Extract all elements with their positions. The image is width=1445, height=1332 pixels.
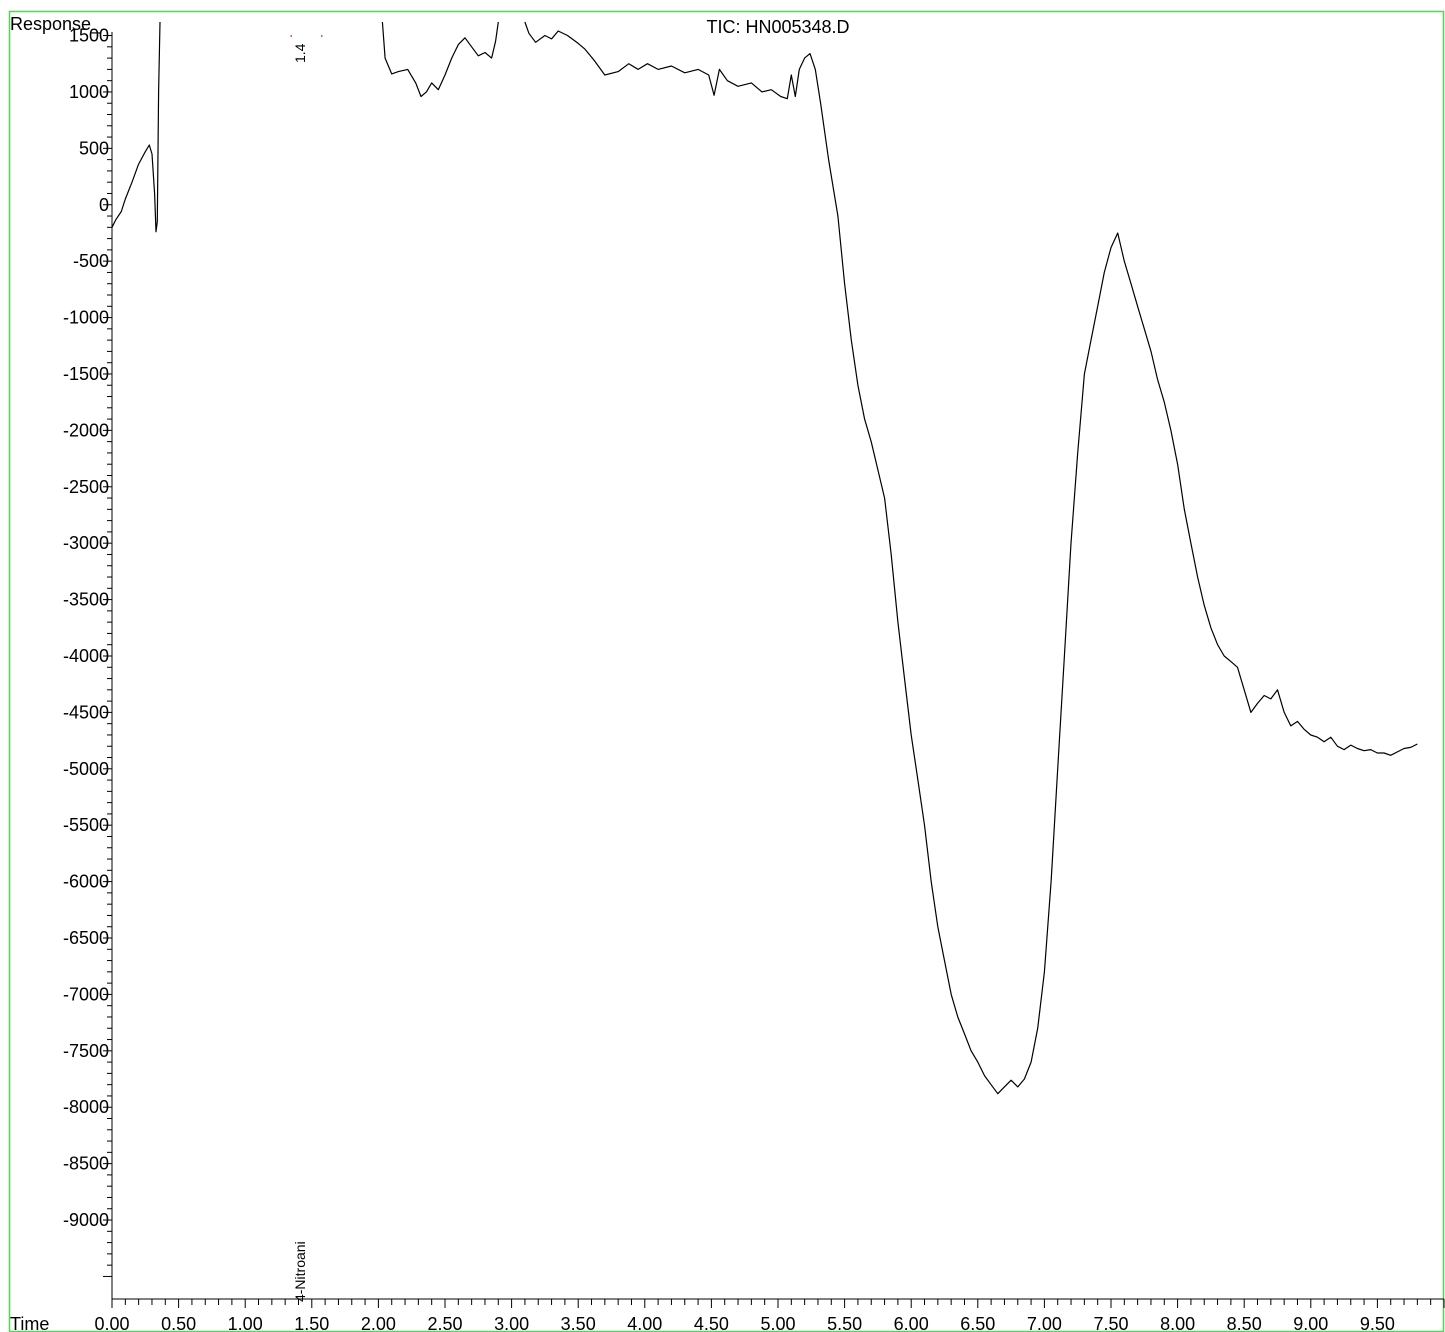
y-tick-label: -8500 [63, 1154, 109, 1174]
y-tick-label: -6500 [63, 928, 109, 948]
annotations: 1.4 4-Nitroani [290, 35, 323, 1302]
series-group [111, 21, 1418, 1095]
x-tick-label: 3.00 [494, 1314, 529, 1332]
y-tick-label: -3500 [63, 590, 109, 610]
x-tick-label: 5.50 [827, 1314, 862, 1332]
y-tick-label: -3000 [63, 533, 109, 553]
y-tick-label: -2500 [63, 477, 109, 497]
y-tick-label: -4500 [63, 702, 109, 722]
y-tick-label: -5000 [63, 759, 109, 779]
peak-rt-label: 1.4 [292, 43, 308, 63]
y-tick-label: -2000 [63, 420, 109, 440]
y-tick-label: -9000 [63, 1210, 109, 1230]
x-tick-label: 5.00 [760, 1314, 795, 1332]
x-tick-label: 4.00 [627, 1314, 662, 1332]
y-tick-label: -4000 [63, 646, 109, 666]
tic-trace-segment [111, 21, 161, 233]
tic-trace-segment [524, 21, 1418, 1095]
x-tick-label: 0.00 [94, 1314, 129, 1332]
y-tick-label: -7000 [63, 984, 109, 1004]
chart-title: TIC: HN005348.D [706, 17, 849, 37]
x-tick-label: 8.00 [1160, 1314, 1195, 1332]
y-tick-label: -6000 [63, 872, 109, 892]
x-tick-label: 2.00 [361, 1314, 396, 1332]
y-tick-label: 0 [99, 195, 109, 215]
y-tick-label: 500 [79, 138, 109, 158]
x-tick-label: 9.50 [1360, 1314, 1395, 1332]
x-tick-label: 7.50 [1093, 1314, 1128, 1332]
y-tick-label: -1000 [63, 308, 109, 328]
y-tick-label: -5500 [63, 815, 109, 835]
x-tick-label: 1.00 [228, 1314, 263, 1332]
x-tick-label: 3.50 [561, 1314, 596, 1332]
y-tick-label: -8000 [63, 1097, 109, 1117]
x-tick-label: 0.50 [161, 1314, 196, 1332]
x-tick-label: 2.50 [427, 1314, 462, 1332]
plot-border [8, 10, 1445, 1332]
x-tick-label: 4.50 [694, 1314, 729, 1332]
y-tick-label: -7500 [63, 1041, 109, 1061]
x-axis-label: Time [10, 1314, 49, 1332]
y-tick-label: 1500 [69, 26, 109, 46]
x-tick-label: 6.00 [894, 1314, 929, 1332]
peak-name-label: 4-Nitroani [292, 1241, 308, 1302]
axes: 0.00 0.50 1.00 1.50 2.00 2.50 3.00 3.50 4.00 4.50… [63, 26, 1445, 1332]
x-tick-label: 1.50 [294, 1314, 329, 1332]
x-tick-label: 7.00 [1027, 1314, 1062, 1332]
y-axis-label: Response_ [10, 14, 102, 35]
y-tick-label: -500 [73, 251, 109, 271]
x-tick-label: 8.50 [1227, 1314, 1262, 1332]
y-tick-label: 1000 [69, 82, 109, 102]
x-tick-label: 6.50 [960, 1314, 995, 1332]
x-tick-label: 9.00 [1293, 1314, 1328, 1332]
tic-trace-segment [381, 21, 499, 98]
y-tick-label: -1500 [63, 364, 109, 384]
